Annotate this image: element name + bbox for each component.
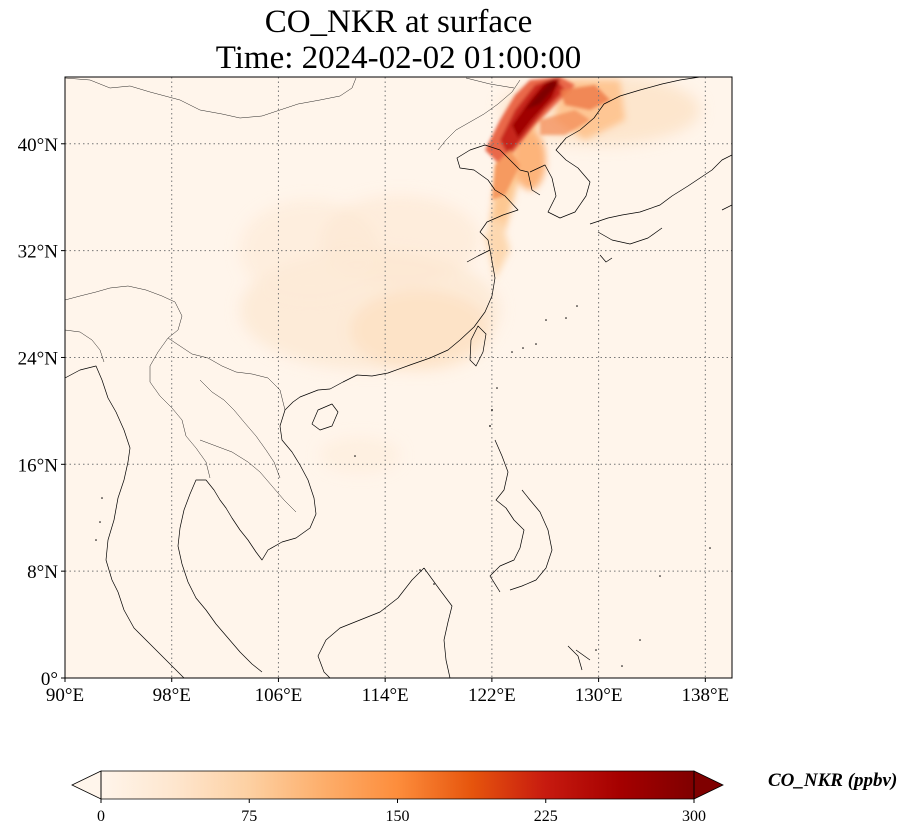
colorbar-ticks: 0 75 150 225 300 — [97, 799, 706, 825]
indochina-coast — [177, 409, 317, 673]
lon-tick-label: 130°E — [575, 685, 623, 706]
lon-tick-label: 138°E — [681, 685, 729, 706]
colorbar-tick-label: 150 — [386, 808, 410, 825]
lat-tick-label: 16°N — [18, 455, 59, 476]
lon-tick-label: 106°E — [255, 685, 303, 706]
korea-coast — [529, 103, 605, 219]
lon-tick-label: 122°E — [468, 685, 516, 706]
north-coast-russia — [603, 77, 701, 105]
map-background — [65, 77, 732, 678]
colorbar-extend-low — [71, 770, 102, 800]
myanmar-coast — [65, 365, 131, 593]
map-frame — [64, 76, 733, 679]
coastlines — [65, 77, 732, 678]
hainan — [311, 403, 339, 431]
lat-tick-label: 32°N — [18, 242, 59, 263]
lon-tick-label: 90°E — [46, 685, 84, 706]
colorbar: 0 75 150 225 300 — [71, 770, 724, 825]
lat-tick-label: 0° — [41, 669, 58, 690]
lat-tick-label: 40°N — [18, 135, 59, 156]
lon-tick-label: 114°E — [362, 685, 409, 706]
sumatra-fragment — [117, 591, 185, 678]
borneo-coast — [317, 567, 453, 678]
bohai-yellow-sea-coast — [456, 144, 541, 251]
lon-tick-label: 98°E — [153, 685, 191, 706]
colorbar-tick-label: 225 — [534, 808, 558, 825]
japan-coast — [589, 154, 732, 263]
colorbar-extend-high — [693, 770, 724, 800]
country-borders — [65, 77, 521, 513]
colorbar-tick-label: 300 — [682, 808, 706, 825]
colorbar-gradient — [101, 771, 694, 799]
china-coastline — [284, 249, 496, 411]
longitude-ticks: 90°E 98°E 106°E 114°E 122°E 130°E 138°E — [46, 678, 729, 706]
lat-tick-label: 24°N — [18, 348, 59, 369]
small-islands — [95, 305, 711, 667]
colorbar-tick-label: 75 — [241, 808, 257, 825]
taiwan — [469, 325, 487, 367]
map-time-subtitle: Time: 2024-02-02 01:00:00 — [215, 40, 582, 76]
colorbar-label: CO_NKR (ppbv) — [768, 770, 898, 791]
philippines — [489, 439, 553, 593]
gridlines — [65, 77, 732, 678]
sulawesi-fragment — [567, 645, 591, 671]
latitude-ticks: 0° 8°N 16°N 24°N 32°N 40°N — [18, 135, 65, 690]
map-title: CO_NKR at surface — [264, 4, 533, 40]
lat-tick-label: 8°N — [27, 562, 58, 583]
colorbar-tick-label: 0 — [97, 808, 105, 825]
